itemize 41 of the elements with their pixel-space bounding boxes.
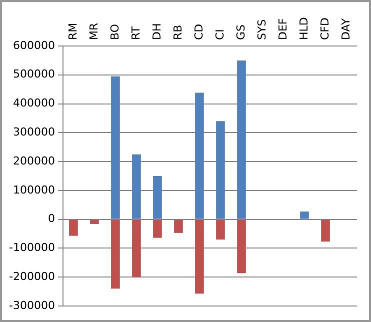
bar [174,220,183,233]
x-tick-label: CFD [318,18,332,40]
bar [237,60,246,219]
bar [237,220,246,274]
y-tick-label: 300000 [12,126,55,139]
y-tick-label: -200000 [8,270,55,283]
bar [132,154,141,219]
bar [195,92,204,219]
bar [321,220,330,242]
bar [153,220,162,238]
bar [216,121,225,219]
bar [153,176,162,219]
x-tick-label: RB [171,24,184,40]
y-tick-label: 500000 [12,68,55,81]
y-tick-label: -300000 [8,298,55,312]
bar [132,220,141,278]
x-tick-label: RM [66,22,80,40]
bar [111,220,120,289]
bar [90,220,99,224]
bar [195,220,204,294]
x-tick-label: GS [234,24,248,40]
x-tick-label: MR [87,22,100,40]
x-tick-label: CD [192,24,206,40]
bar [111,76,120,219]
x-tick-label: CI [213,29,226,40]
x-tick-label: RT [129,26,142,40]
x-tick-label: SYS [255,19,268,40]
x-tick-label: HLD [297,17,310,40]
bar [69,220,78,236]
y-tick-label: 400000 [12,96,55,110]
y-tick-label: 100000 [12,183,55,196]
bar [216,220,225,240]
x-tick-label: DH [150,23,164,40]
y-tick-label: 200000 [12,154,55,168]
y-tick-label: 600000 [12,38,55,52]
y-tick-label: -100000 [8,241,55,254]
x-tick-label: DEF [276,18,290,40]
bar [300,212,309,219]
y-tick-label: 0 [48,212,55,226]
x-tick-label: BO [108,24,122,40]
x-tick-label: DAY [339,18,352,40]
